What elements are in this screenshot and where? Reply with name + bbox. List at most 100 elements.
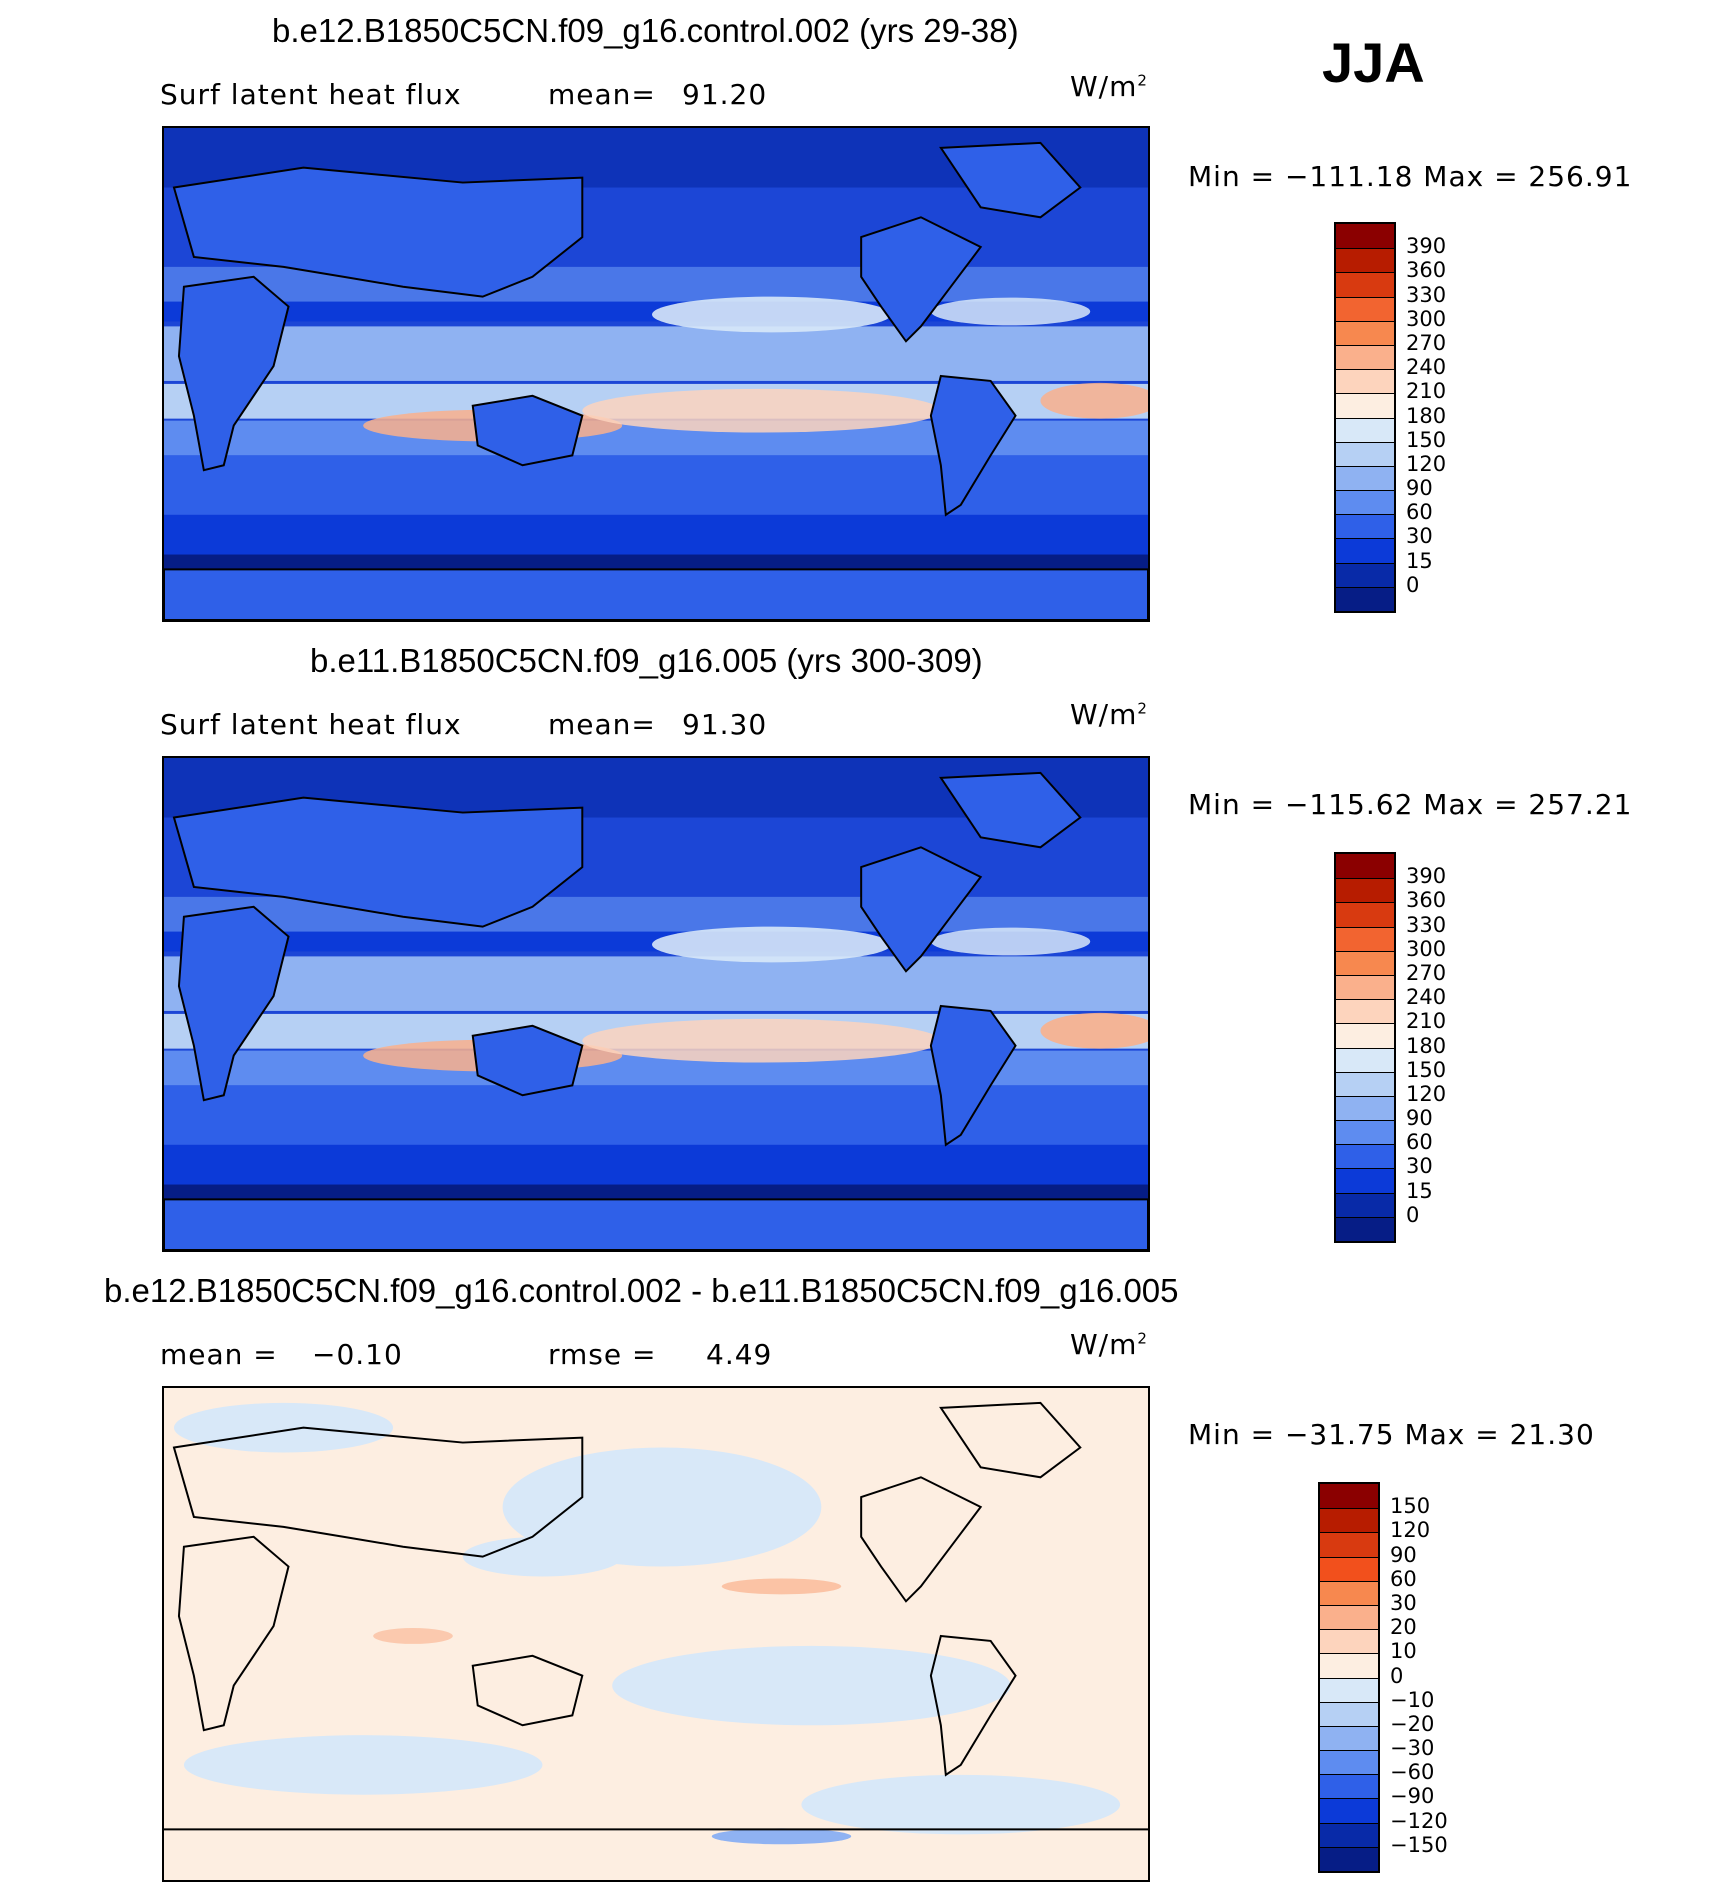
panel-3-title: b.e12.B1850C5CN.f09_g16.control.002 - b.…: [104, 1272, 1179, 1309]
colorbar-tick-label: 360: [1406, 258, 1447, 283]
colorbar-swatch: [1320, 1580, 1378, 1605]
colorbar-swatch: [1336, 490, 1394, 515]
colorbar-swatch: [1336, 538, 1394, 563]
colorbar-tick-label: −20: [1390, 1711, 1435, 1736]
panel-1-colorbar: [1334, 222, 1396, 613]
colorbar-swatch: [1320, 1701, 1378, 1726]
colorbar-swatch: [1320, 1725, 1378, 1751]
colorbar-swatch: [1320, 1604, 1378, 1630]
colorbar-swatch: [1336, 224, 1394, 249]
colorbar-swatch: [1320, 1556, 1378, 1581]
colorbar-swatch: [1320, 1846, 1378, 1871]
colorbar-tick-label: 20: [1390, 1615, 1417, 1640]
colorbar-swatch: [1336, 1023, 1394, 1048]
colorbar-tick-label: 60: [1406, 1130, 1433, 1155]
panel-1-mean-label: mean=: [548, 78, 656, 111]
colorbar-swatch: [1336, 1168, 1394, 1193]
panel-3-units: W/m2: [1070, 1328, 1148, 1361]
colorbar-tick-label: 240: [1406, 355, 1447, 380]
colorbar-tick-label: −60: [1390, 1760, 1435, 1785]
colorbar-swatch: [1336, 248, 1394, 273]
panel-3-map: [162, 1386, 1150, 1882]
colorbar-swatch: [1336, 465, 1394, 491]
panel-1-map: [162, 126, 1150, 622]
panel-3-mean-value: −0.10: [312, 1338, 403, 1371]
colorbar-tick-label: −30: [1390, 1736, 1435, 1761]
colorbar-swatch: [1336, 1095, 1394, 1121]
colorbar-swatch: [1320, 1677, 1378, 1702]
colorbar-swatch: [1336, 393, 1394, 418]
panel-2-units: W/m2: [1070, 698, 1148, 731]
colorbar-tick-label: 270: [1406, 330, 1447, 355]
colorbar-swatch: [1336, 441, 1394, 466]
colorbar-swatch: [1336, 1120, 1394, 1145]
colorbar-tick-label: 120: [1390, 1518, 1431, 1543]
colorbar-swatch: [1336, 272, 1394, 297]
panel-1-mean-value: 91.20: [682, 78, 768, 111]
colorbar-swatch: [1320, 1798, 1378, 1823]
panel-3-rmse-value: 4.49: [706, 1338, 773, 1371]
colorbar-tick-label: 180: [1406, 1033, 1447, 1058]
colorbar-tick-label: 30: [1406, 1154, 1433, 1179]
colorbar-tick-label: 90: [1390, 1542, 1417, 1567]
colorbar-tick-label: 270: [1406, 960, 1447, 985]
colorbar-tick-label: 120: [1406, 451, 1447, 476]
colorbar-swatch: [1336, 926, 1394, 951]
colorbar-tick-label: 0: [1390, 1663, 1404, 1688]
panel-1-map-svg: [164, 128, 1148, 620]
colorbar-swatch: [1320, 1508, 1378, 1533]
colorbar-tick-label: −90: [1390, 1784, 1435, 1809]
panel-2-map-svg: [164, 758, 1148, 1250]
panel-2-map: [162, 756, 1150, 1252]
colorbar-swatch: [1336, 1047, 1394, 1072]
colorbar-tick-label: 150: [1406, 1057, 1447, 1082]
colorbar-tick-label: 210: [1406, 379, 1447, 404]
colorbar-tick-label: 390: [1406, 234, 1447, 259]
colorbar-swatch: [1336, 854, 1394, 879]
colorbar-tick-label: 30: [1390, 1590, 1417, 1615]
colorbar-tick-label: 90: [1406, 1106, 1433, 1131]
colorbar-tick-label: 330: [1406, 912, 1447, 937]
colorbar-tick-label: 300: [1406, 306, 1447, 331]
colorbar-tick-label: 15: [1406, 1178, 1433, 1203]
colorbar-tick-label: 90: [1406, 476, 1433, 501]
colorbar-tick-label: 180: [1406, 403, 1447, 428]
colorbar-tick-label: 240: [1406, 985, 1447, 1010]
season-label: JJA: [1322, 31, 1425, 94]
colorbar-swatch: [1320, 1822, 1378, 1847]
panel-3-mean-label: mean =: [160, 1338, 278, 1371]
colorbar-tick-label: 150: [1390, 1494, 1431, 1519]
colorbar-swatch: [1336, 1071, 1394, 1096]
colorbar-swatch: [1336, 586, 1394, 611]
colorbar-swatch: [1320, 1484, 1378, 1509]
colorbar-swatch: [1320, 1750, 1378, 1775]
panel-1-variable: Surf latent heat flux: [160, 78, 462, 111]
panel-2-mean-label: mean=: [548, 708, 656, 741]
colorbar-tick-label: 0: [1406, 572, 1420, 597]
panel-3-map-svg: [164, 1388, 1148, 1880]
colorbar-tick-label: 210: [1406, 1009, 1447, 1034]
colorbar-tick-label: 10: [1390, 1639, 1417, 1664]
colorbar-tick-label: 300: [1406, 936, 1447, 961]
colorbar-swatch: [1320, 1532, 1378, 1557]
colorbar-swatch: [1336, 417, 1394, 442]
colorbar-tick-label: 150: [1406, 427, 1447, 452]
colorbar-swatch: [1336, 320, 1394, 345]
colorbar-swatch: [1336, 1216, 1394, 1241]
colorbar-swatch: [1336, 974, 1394, 1000]
colorbar-swatch: [1336, 562, 1394, 587]
panel-3-rmse-label: rmse =: [548, 1338, 657, 1371]
colorbar-tick-label: 15: [1406, 548, 1433, 573]
panel-1-units: W/m2: [1070, 70, 1148, 103]
panel-2-colorbar: [1334, 852, 1396, 1243]
colorbar-swatch: [1336, 296, 1394, 321]
colorbar-tick-label: −120: [1390, 1808, 1448, 1833]
colorbar-swatch: [1336, 902, 1394, 927]
colorbar-tick-label: 30: [1406, 524, 1433, 549]
panel-1-title: b.e12.B1850C5CN.f09_g16.control.002 (yrs…: [272, 12, 1019, 49]
colorbar-swatch: [1336, 344, 1394, 370]
panel-2-title: b.e11.B1850C5CN.f09_g16.005 (yrs 300-309…: [310, 642, 983, 679]
colorbar-swatch: [1320, 1629, 1378, 1654]
colorbar-tick-label: −10: [1390, 1687, 1435, 1712]
colorbar-tick-label: 120: [1406, 1081, 1447, 1106]
